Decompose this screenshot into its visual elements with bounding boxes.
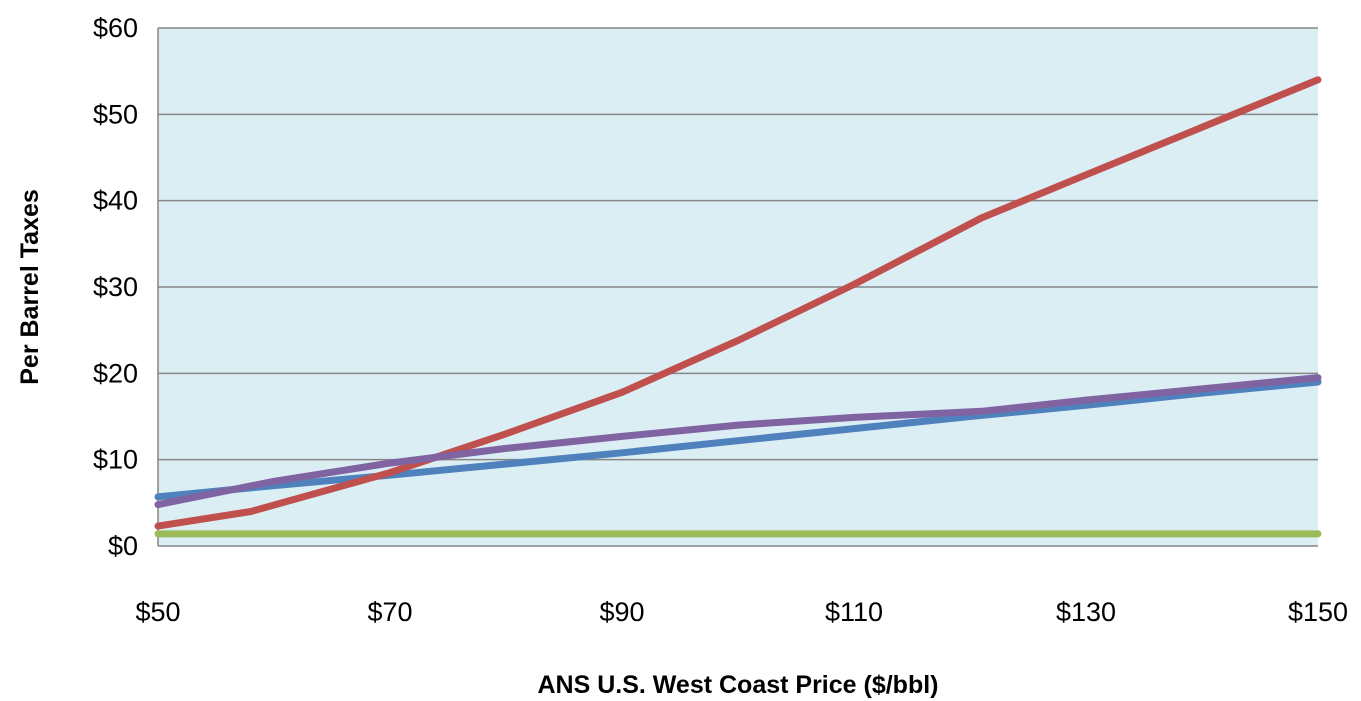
x-tick-label: $130 [1056,597,1116,627]
x-tick-label: $90 [599,597,644,627]
y-tick-label: $60 [93,13,138,43]
x-tick-label: $50 [135,597,180,627]
gridlines [158,27,1318,547]
x-axis-title: ANS U.S. West Coast Price ($/bbl) [537,671,938,699]
series-line-1 [154,378,1322,501]
y-tick-label: $50 [93,99,138,129]
x-tick-labels: $50 $70 $90 $110 $130 $150 [135,597,1348,627]
y-tick-label: $10 [93,445,138,475]
y-tick-label: $0 [108,531,138,561]
y-tick-label: $40 [93,186,138,216]
series-line-2 [154,76,1322,530]
y-tick-label: $20 [93,358,138,388]
x-tick-label: $150 [1288,597,1348,627]
series-lines [154,76,1322,538]
y-tick-labels: $0 $10 $20 $30 $40 $50 $60 [93,13,138,561]
x-tick-label: $110 [825,597,883,627]
series-line-4 [154,374,1322,509]
y-axis-title: Per Barrel Taxes [16,189,44,385]
y-tick-label: $30 [93,272,138,302]
x-tick-label: $70 [367,597,412,627]
